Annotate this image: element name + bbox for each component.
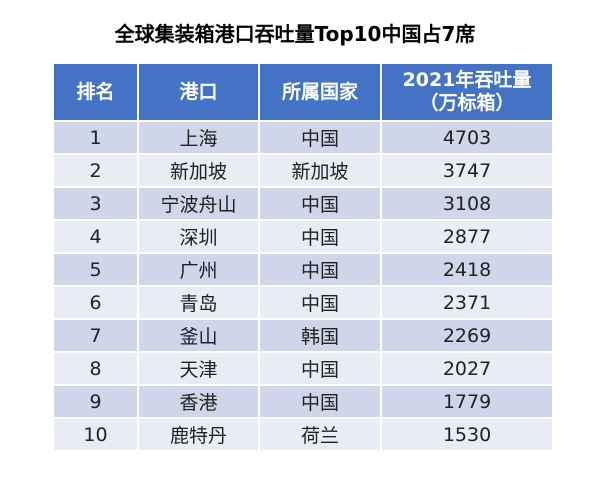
table-cell: 4703 xyxy=(380,120,554,155)
ranking-table: 排名 港口 所属国家 2021年吞吐量 （万标箱） 1 上海 中国 4703 2 新加坡 新加… xyxy=(52,62,554,452)
table-cell: 9 xyxy=(52,384,139,419)
table-cell: 5 xyxy=(52,252,139,287)
table-cell: 1530 xyxy=(380,417,554,452)
table-row: 3 宁波舟山 中国 3108 xyxy=(52,186,554,221)
table-cell: 2 xyxy=(52,153,139,188)
table-row: 9 香港 中国 1779 xyxy=(52,384,554,419)
table-cell: 中国 xyxy=(258,219,382,254)
table-cell: 3108 xyxy=(380,186,554,221)
table-row: 6 青岛 中国 2371 xyxy=(52,285,554,320)
table-cell: 2418 xyxy=(380,252,554,287)
table-cell: 青岛 xyxy=(137,285,260,320)
table-cell: 10 xyxy=(52,417,139,452)
table-body: 1 上海 中国 4703 2 新加坡 新加坡 3747 3 宁波舟山 中国 3108 4 深圳 中国 2877… xyxy=(52,120,554,452)
table-cell: 釜山 xyxy=(137,318,260,353)
table-cell: 中国 xyxy=(258,384,382,419)
table-cell: 中国 xyxy=(258,186,382,221)
table-cell: 韩国 xyxy=(258,318,382,353)
table-cell: 1 xyxy=(52,120,139,155)
header-cell: 港口 xyxy=(137,62,260,122)
table-cell: 新加坡 xyxy=(137,153,260,188)
table-cell: 1779 xyxy=(380,384,554,419)
table-cell: 7 xyxy=(52,318,139,353)
table-cell: 新加坡 xyxy=(258,153,382,188)
header-cell: 2021年吞吐量 （万标箱） xyxy=(380,62,554,122)
table-row: 10 鹿特丹 荷兰 1530 xyxy=(52,417,554,452)
header-unit: （万标箱） xyxy=(419,92,515,114)
title: 全球集装箱港口吞吐量Top10中国占7席 xyxy=(114,22,476,46)
table-cell: 4 xyxy=(52,219,139,254)
table-cell: 2269 xyxy=(380,318,554,353)
table-cell: 3 xyxy=(52,186,139,221)
table-cell: 中国 xyxy=(258,351,382,386)
table-row: 5 广州 中国 2418 xyxy=(52,252,554,287)
table-cell: 鹿特丹 xyxy=(137,417,260,452)
table-cell: 荷兰 xyxy=(258,417,382,452)
table-cell: 3747 xyxy=(380,153,554,188)
table-cell: 中国 xyxy=(258,285,382,320)
table-row: 2 新加坡 新加坡 3747 xyxy=(52,153,554,188)
header-row: 排名 港口 所属国家 2021年吞吐量 （万标箱） xyxy=(52,62,554,122)
table-row: 1 上海 中国 4703 xyxy=(52,120,554,155)
table-cell: 中国 xyxy=(258,252,382,287)
table-row: 8 天津 中国 2027 xyxy=(52,351,554,386)
table-row: 7 釜山 韩国 2269 xyxy=(52,318,554,353)
table-cell: 天津 xyxy=(137,351,260,386)
table-cell: 2027 xyxy=(380,351,554,386)
table-row: 4 深圳 中国 2877 xyxy=(52,219,554,254)
table-cell: 宁波舟山 xyxy=(137,186,260,221)
table-cell: 6 xyxy=(52,285,139,320)
table-cell: 广州 xyxy=(137,252,260,287)
header-cell: 所属国家 xyxy=(258,62,382,122)
table-cell: 8 xyxy=(52,351,139,386)
table-cell: 香港 xyxy=(137,384,260,419)
table-cell: 2877 xyxy=(380,219,554,254)
header-cell: 排名 xyxy=(52,62,139,122)
table-cell: 深圳 xyxy=(137,219,260,254)
table-cell: 2371 xyxy=(380,285,554,320)
table-cell: 中国 xyxy=(258,120,382,155)
table-cell: 上海 xyxy=(137,120,260,155)
header-text: 2021年吞吐量 xyxy=(402,69,532,91)
